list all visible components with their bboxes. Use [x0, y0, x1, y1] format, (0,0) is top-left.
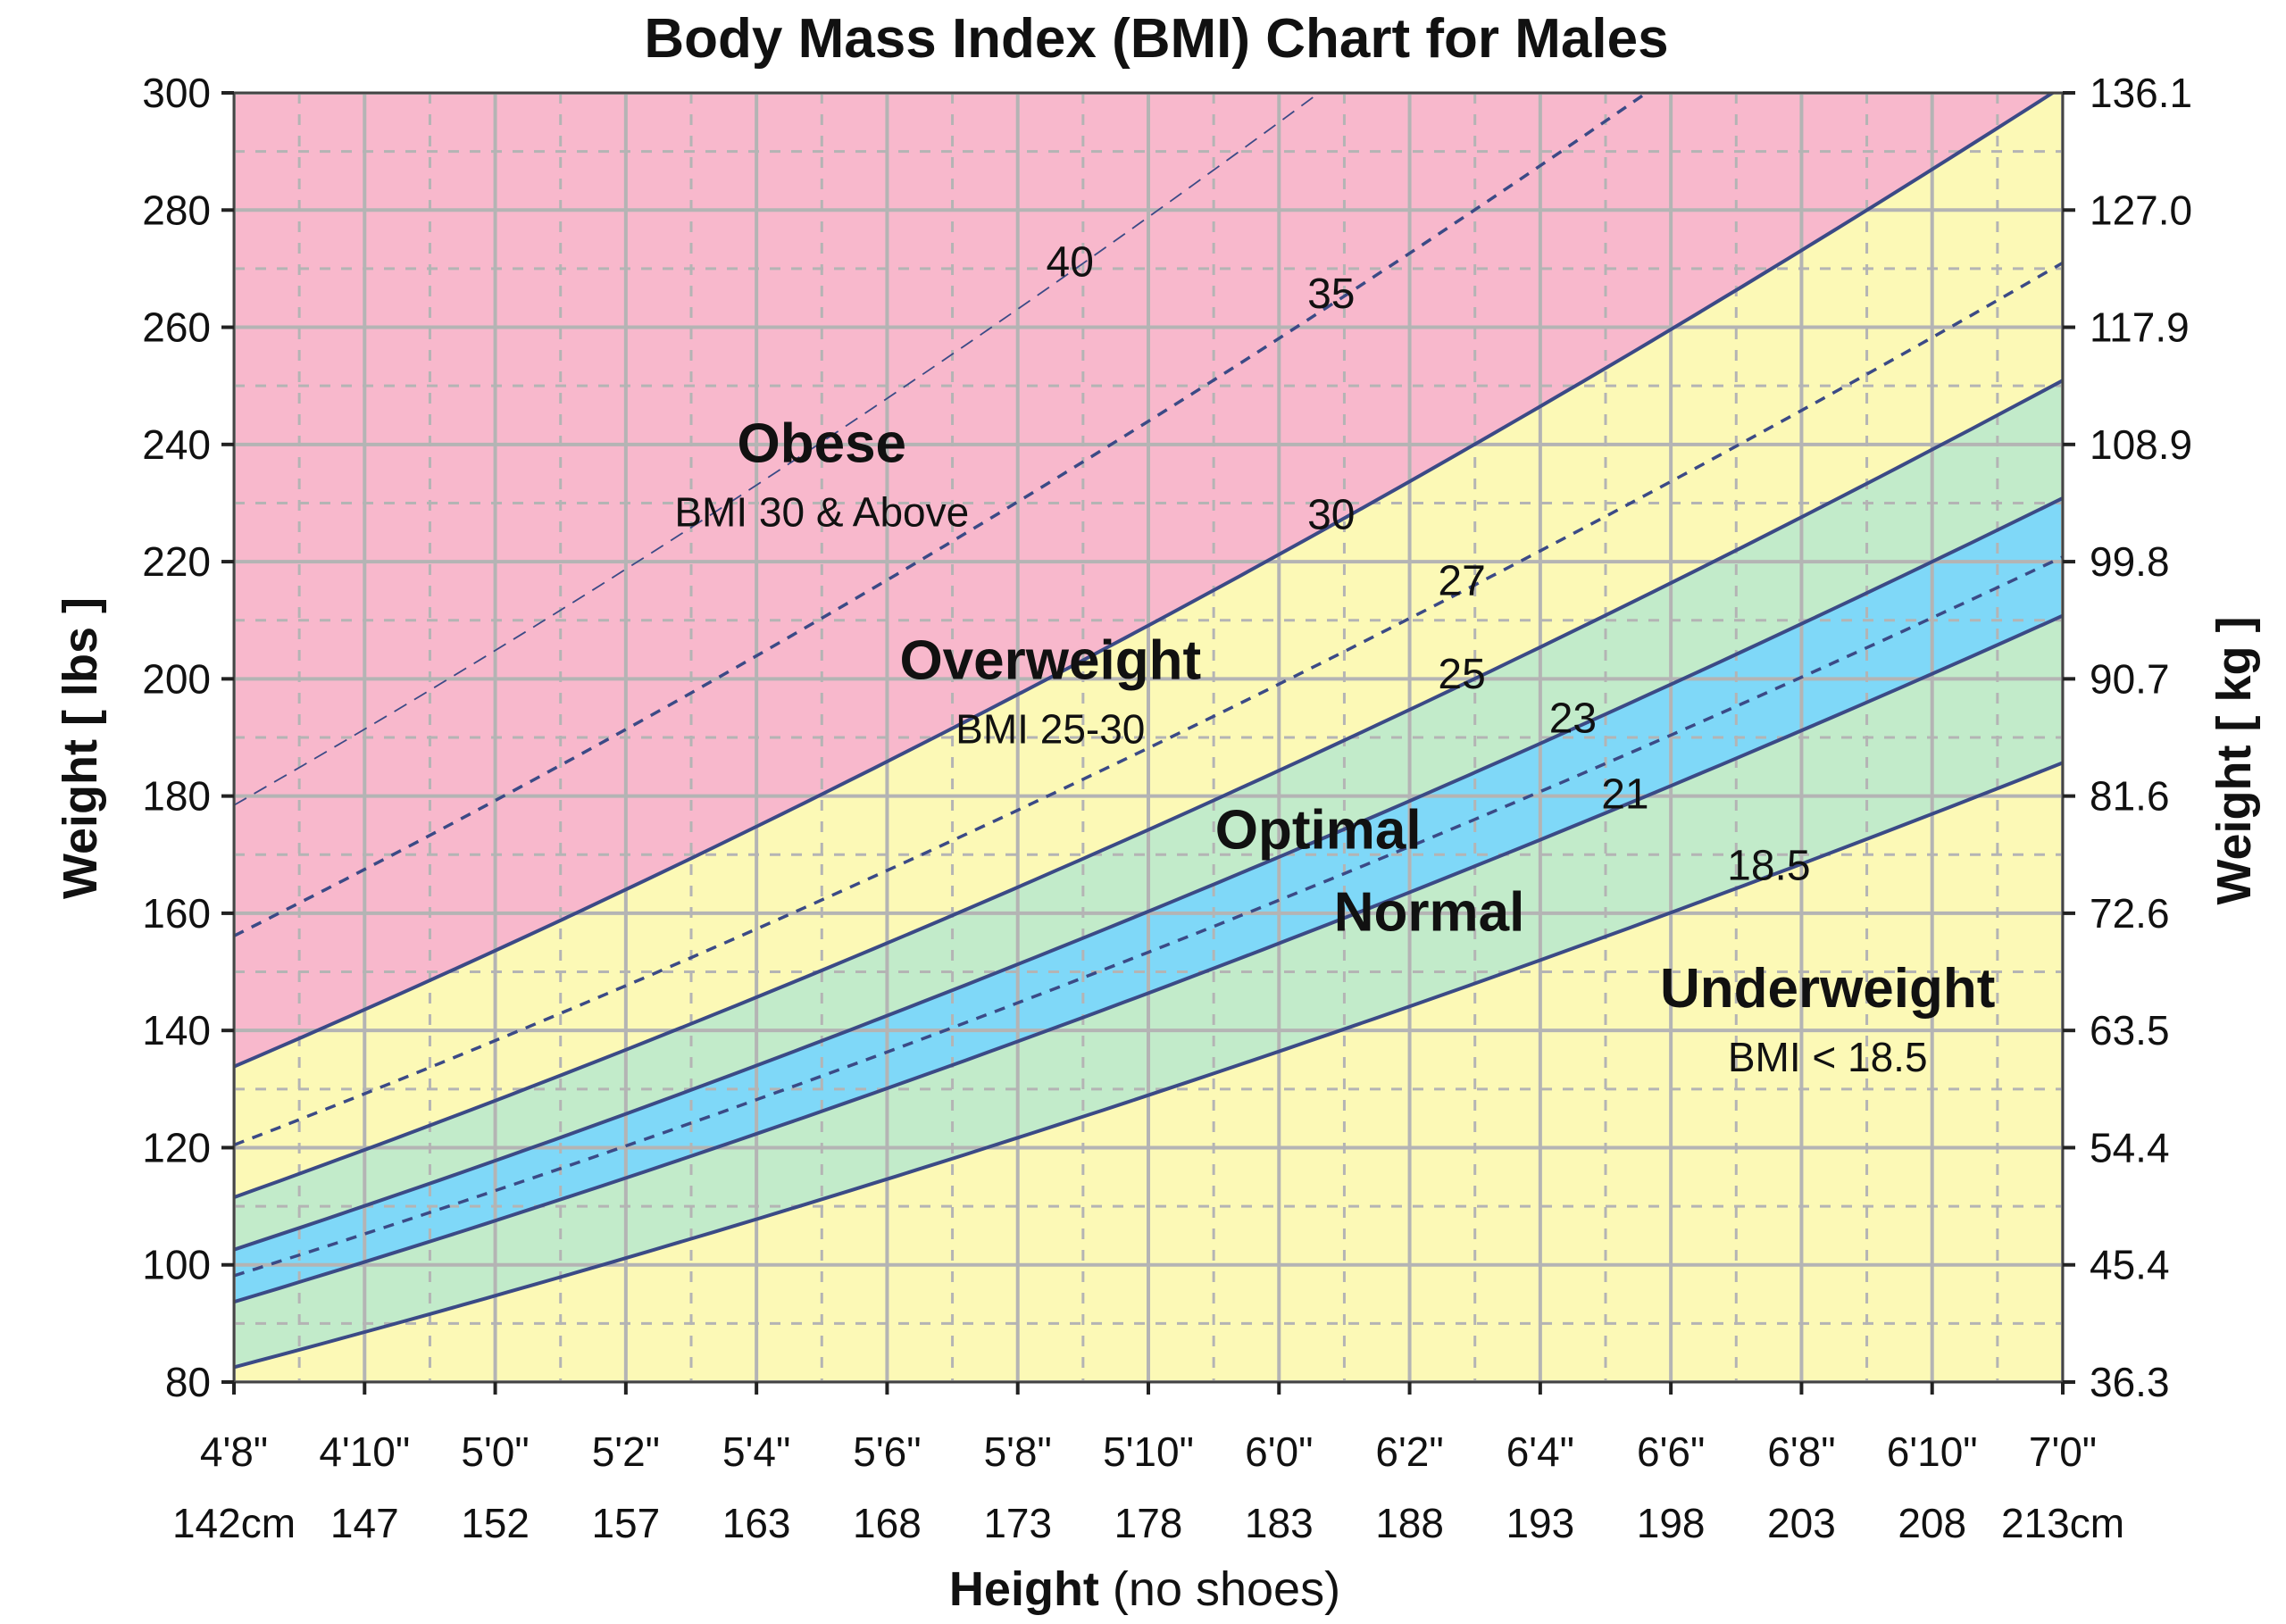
y-tick-label-right: 36.3	[2090, 1359, 2170, 1405]
x-tick-label-cm: 168	[853, 1500, 922, 1546]
zone-normal-low	[234, 615, 2063, 1368]
bmi-line-label: 21	[1601, 771, 1648, 819]
y-axis-right-title: Weight [ kg ]	[2207, 617, 2261, 905]
x-tick-label-ft: 5'0"	[461, 1428, 529, 1475]
x-tick-label-cm: 173	[983, 1500, 1052, 1546]
bmi-line-35	[234, 93, 1649, 937]
x-tick-label-cm: 152	[461, 1500, 530, 1546]
y-tick-label-left: 160	[142, 890, 211, 937]
x-tick-label-ft: 6'8"	[1767, 1428, 1835, 1475]
x-tick-label-cm: 208	[1898, 1500, 1966, 1546]
bmi-line-label: 30	[1307, 492, 1355, 539]
x-tick-label-cm: 213cm	[2001, 1500, 2124, 1546]
y-tick-label-left: 280	[142, 187, 211, 233]
bmi-line-22	[234, 555, 2063, 1278]
y-tick-label-left: 200	[142, 655, 211, 702]
bmi-line-21	[234, 613, 2063, 1304]
bmi-line-25	[234, 379, 2063, 1199]
y-tick-label-right: 54.4	[2090, 1124, 2170, 1170]
x-tick-label-ft: 6'2"	[1375, 1428, 1443, 1475]
bmi-line-label: 18.5	[1727, 842, 1810, 889]
y-tick-label-left: 180	[142, 773, 211, 820]
bmi-line-label: 27	[1438, 558, 1485, 605]
x-tick-label-ft: 7'0"	[2029, 1428, 2097, 1475]
x-tick-label-ft: 6'4"	[1506, 1428, 1574, 1475]
x-tick-label-ft: 6'10"	[1887, 1428, 1978, 1475]
y-tick-label-right: 99.8	[2090, 538, 2170, 585]
y-tick-label-right: 127.0	[2090, 187, 2192, 233]
bmi-line-label: 25	[1438, 651, 1485, 698]
y-tick-label-left: 240	[142, 421, 211, 468]
zone-label-obese: Obese	[738, 413, 907, 475]
y-tick-label-left: 260	[142, 304, 211, 351]
zone-label-optimal: Optimal	[1215, 800, 1422, 862]
zone-obese	[234, 93, 2053, 1067]
bmi-line-label: 40	[1047, 238, 1094, 286]
chart-title: Body Mass Index (BMI) Chart for Males	[644, 8, 1668, 70]
x-tick-label-ft: 4'8"	[200, 1428, 268, 1475]
bmi-line-label: 35	[1307, 271, 1355, 318]
x-tick-label-cm: 188	[1375, 1500, 1444, 1546]
bmi-line-30	[234, 93, 2057, 1069]
x-tick-label-ft: 5'10"	[1103, 1428, 1194, 1475]
zone-label-normal: Normal	[1334, 882, 1525, 944]
x-tick-label-ft: 4'10"	[319, 1428, 410, 1475]
x-axis-title-main: Height	[949, 1562, 1099, 1616]
y-tick-label-left: 220	[142, 538, 211, 585]
zone-sublabel-overweight: BMI 25-30	[955, 705, 1145, 752]
x-tick-label-cm: 198	[1637, 1500, 1706, 1546]
x-axis-title-note: (no shoes)	[1099, 1562, 1340, 1616]
x-tick-label-cm: 163	[722, 1500, 791, 1546]
zone-underweight	[234, 762, 2063, 1382]
x-tick-label-ft: 6'6"	[1637, 1428, 1705, 1475]
x-tick-label-cm: 157	[591, 1500, 660, 1546]
zone-sublabel-underweight: BMI < 18.5	[1728, 1034, 1928, 1080]
y-tick-label-right: 72.6	[2090, 890, 2170, 937]
x-tick-label-ft: 6'0"	[1245, 1428, 1313, 1475]
x-tick-label-cm: 178	[1114, 1500, 1183, 1546]
y-tick-label-left: 100	[142, 1242, 211, 1288]
x-tick-label-cm: 147	[330, 1500, 399, 1546]
x-tick-label-ft: 5'8"	[984, 1428, 1052, 1475]
y-tick-label-left: 80	[165, 1359, 211, 1405]
x-tick-label-ft: 5'4"	[722, 1428, 790, 1475]
y-tick-label-right: 90.7	[2090, 655, 2170, 702]
x-axis-title: Height (no shoes)	[949, 1562, 1340, 1616]
zone-label-overweight: Overweight	[899, 629, 1201, 691]
x-tick-label-cm: 142cm	[172, 1500, 296, 1546]
bmi-line-23	[234, 496, 2063, 1252]
x-tick-label-ft: 5'6"	[853, 1428, 921, 1475]
bmi-line-label: 23	[1549, 695, 1597, 742]
y-axis-left-title: Weight [ lbs ]	[54, 597, 107, 899]
y-tick-label-right: 81.6	[2090, 773, 2170, 820]
x-tick-label-cm: 193	[1506, 1500, 1574, 1546]
zone-normal-high	[234, 380, 2063, 1250]
y-tick-label-right: 63.5	[2090, 1007, 2170, 1054]
bmi-line-18-5	[234, 761, 2063, 1370]
x-tick-label-ft: 5'2"	[592, 1428, 660, 1475]
x-tick-label-cm: 203	[1767, 1500, 1836, 1546]
zone-sublabel-obese: BMI 30 & Above	[674, 489, 969, 536]
bmi-line-40	[234, 93, 1321, 806]
y-tick-label-right: 117.9	[2090, 304, 2190, 351]
zone-label-underweight: Underweight	[1660, 958, 1995, 1020]
y-tick-label-left: 140	[142, 1007, 211, 1054]
y-tick-label-right: 108.9	[2090, 421, 2192, 468]
y-tick-label-right: 136.1	[2090, 70, 2192, 116]
y-tick-label-left: 300	[142, 70, 211, 116]
y-tick-label-left: 120	[142, 1124, 211, 1170]
x-tick-label-cm: 183	[1245, 1500, 1314, 1546]
y-tick-label-right: 45.4	[2090, 1242, 2170, 1288]
